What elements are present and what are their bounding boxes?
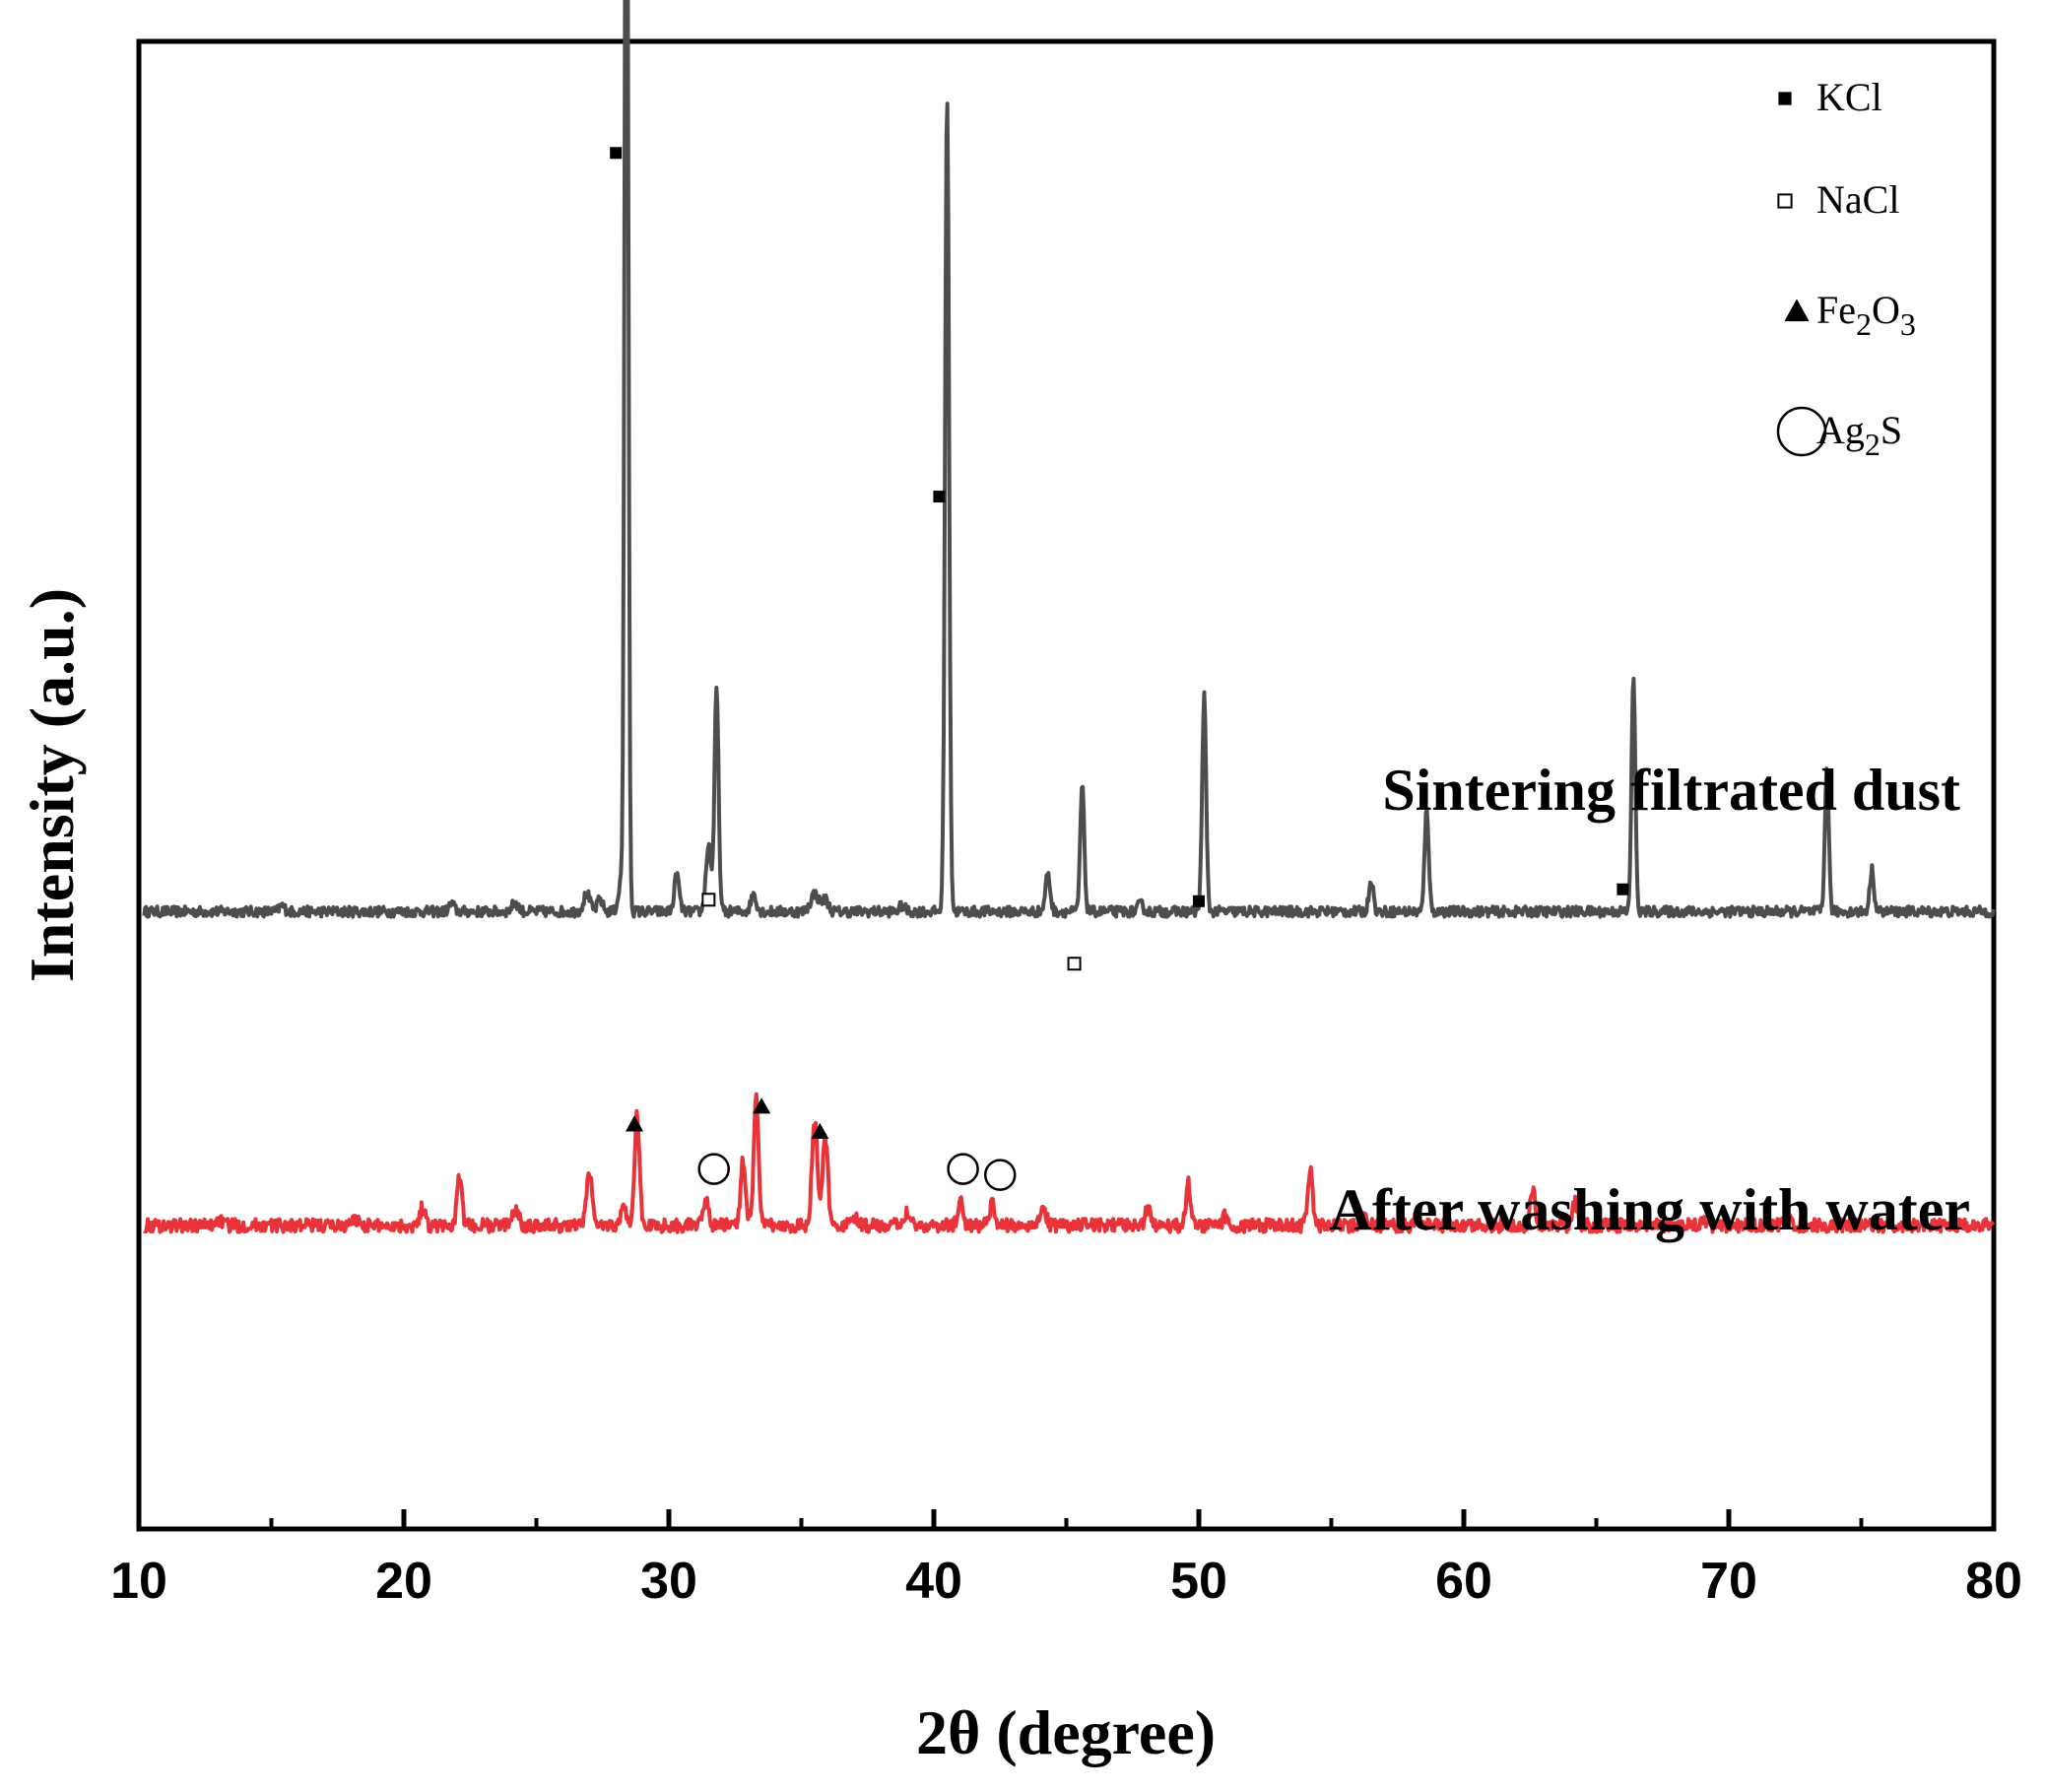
marker-ag2s-open-circle — [947, 1153, 979, 1185]
legend-filled-square-icon — [1778, 92, 1792, 105]
marker-kcl-filled-square — [1617, 883, 1629, 896]
series-line-sintering — [142, 0, 1996, 919]
legend-label: KCl — [1816, 75, 1882, 119]
x-tick-label: 40 — [905, 1553, 962, 1610]
legend-open-square-icon — [1777, 193, 1793, 209]
marker-kcl-filled-square — [933, 491, 946, 503]
series-label-washed: After washing with water — [1330, 1177, 1970, 1242]
marker-kcl-filled-square — [610, 147, 623, 160]
marker-ag2s-open-circle — [697, 1153, 730, 1185]
marker-nacl-open-square — [701, 893, 716, 907]
marker-fe2o3-filled-triangle — [753, 1097, 771, 1114]
x-tick-label: 80 — [1965, 1553, 2022, 1610]
x-tick-label: 10 — [110, 1553, 167, 1610]
marker-ag2s-open-circle — [984, 1159, 1017, 1191]
series-line-washed — [143, 1092, 1996, 1234]
legend-filled-triangle-icon — [1784, 299, 1810, 322]
legend-label: Fe2O3 — [1816, 288, 1916, 342]
series-label-sintering: Sintering filtrated dust — [1382, 758, 1960, 823]
legend-label: NaCl — [1816, 177, 1899, 222]
marker-fe2o3-filled-triangle — [811, 1122, 829, 1140]
x-tick-label: 20 — [375, 1553, 432, 1610]
legend-label: Ag2S — [1816, 408, 1902, 462]
y-axis-title: Intensity (a.u.) — [17, 588, 87, 982]
x-tick-label: 50 — [1170, 1553, 1227, 1610]
phase-markers — [610, 147, 1629, 1191]
x-axis-title: 2θ (degree) — [916, 1697, 1216, 1767]
x-tick-label: 60 — [1435, 1553, 1492, 1610]
x-tick-label: 70 — [1700, 1553, 1757, 1610]
x-tick-label: 30 — [640, 1553, 697, 1610]
marker-kcl-filled-square — [1193, 895, 1205, 907]
series-layer — [142, 0, 1996, 1234]
legend-open-circle-icon — [1776, 406, 1827, 457]
x-axis-ticks: 10 20 30 40 50 60 70 80 — [110, 1509, 2022, 1610]
legend: KCl NaCl Fe2O3 Ag2S — [1776, 75, 1916, 462]
marker-nacl-open-square — [1067, 957, 1082, 971]
marker-fe2o3-filled-triangle — [626, 1115, 644, 1132]
